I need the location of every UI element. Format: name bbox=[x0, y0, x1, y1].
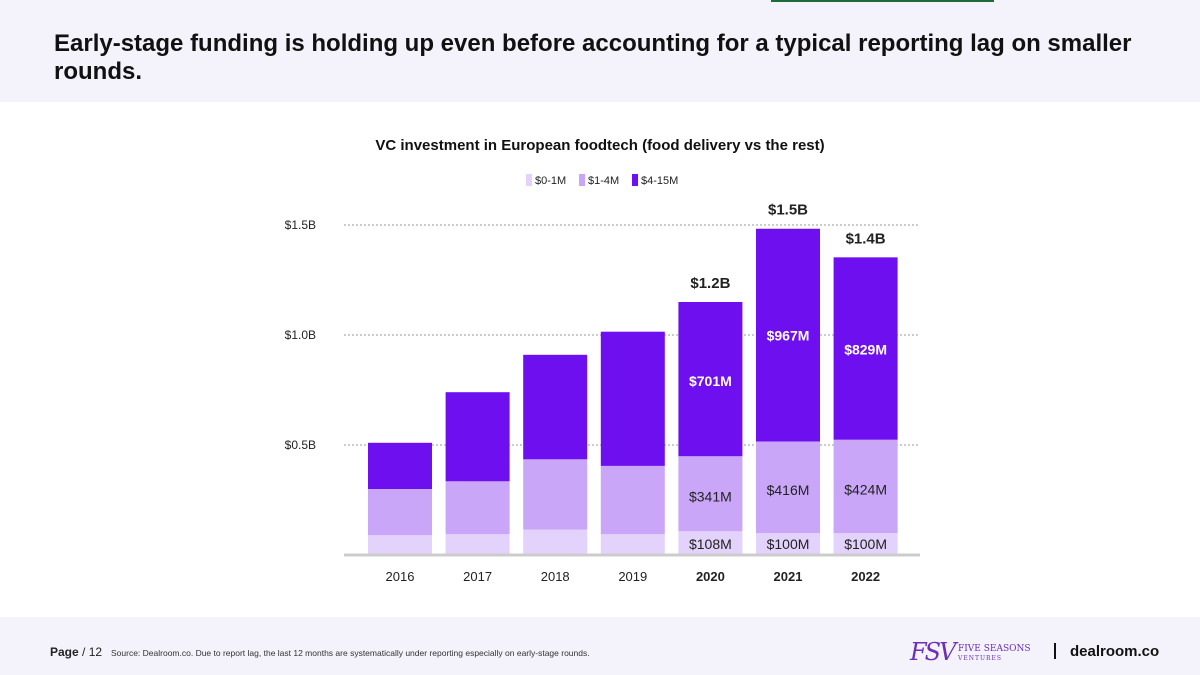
fsv-logo-mark: FSV bbox=[910, 638, 956, 666]
bar-segment bbox=[756, 228, 820, 442]
chart-title: VC investment in European foodtech (food… bbox=[375, 137, 824, 154]
legend-swatch bbox=[526, 174, 532, 186]
bar-segment bbox=[833, 439, 898, 533]
legend-label: $1-4M bbox=[588, 175, 619, 187]
logo-divider bbox=[1054, 643, 1056, 659]
data-label: $416M bbox=[767, 482, 810, 498]
data-label: $829M bbox=[844, 341, 887, 357]
header-accent-line bbox=[771, 0, 994, 2]
bar-segment bbox=[523, 529, 588, 555]
bar-segment bbox=[445, 392, 510, 482]
slide-headline: Early-stage funding is holding up even b… bbox=[54, 30, 1132, 85]
page-label: Page bbox=[50, 645, 79, 659]
x-tick-label: 2017 bbox=[463, 569, 492, 584]
page-number: Page / 12 bbox=[50, 645, 102, 659]
data-label: $424M bbox=[844, 481, 887, 497]
bar-segment bbox=[368, 442, 432, 489]
bar-segment bbox=[833, 257, 898, 440]
bar-segment bbox=[445, 481, 510, 535]
bar-segment bbox=[678, 456, 743, 532]
legend-label: $0-1M bbox=[535, 175, 566, 187]
fsv-logo-sub: VENTURES bbox=[958, 655, 1003, 662]
bar-segment bbox=[756, 533, 820, 555]
x-tick-label: 2018 bbox=[541, 569, 570, 584]
bar-segment bbox=[523, 354, 588, 460]
x-tick-label: 2016 bbox=[386, 569, 415, 584]
bar-segment bbox=[833, 533, 898, 555]
x-tick-label: 2022 bbox=[851, 569, 880, 584]
bar-total-label: $1.4B bbox=[846, 230, 886, 247]
data-label: $967M bbox=[767, 328, 810, 344]
bar-segment bbox=[678, 531, 743, 555]
bar-segment bbox=[678, 302, 743, 457]
bar-total-label: $1.5B bbox=[768, 202, 808, 219]
header-band bbox=[0, 0, 1200, 102]
legend-swatch bbox=[632, 174, 638, 186]
y-tick-label: $1.5B bbox=[285, 218, 316, 232]
bar-total-label: $1.2B bbox=[690, 275, 730, 292]
fsv-logo-name: FIVE SEASONS bbox=[958, 644, 1031, 654]
y-tick-label: $0.5B bbox=[285, 438, 316, 452]
stacked-bar-chart: VC investment in European foodtech (food… bbox=[285, 137, 920, 584]
data-label: $108M bbox=[689, 536, 732, 552]
bar-segment bbox=[756, 441, 820, 533]
source-note: Source: Dealroom.co. Due to report lag, … bbox=[111, 648, 590, 658]
page-count: / 12 bbox=[82, 645, 103, 659]
footer-band bbox=[0, 617, 1200, 675]
x-tick-label: 2019 bbox=[618, 569, 647, 584]
legend-swatch bbox=[579, 174, 585, 186]
y-axis: $0.5B $1.0B $1.5B bbox=[285, 218, 316, 452]
bar-series: $108M $341M $701M $1.2B $100M $416M $967M $1.5B… bbox=[368, 202, 898, 555]
data-label: $100M bbox=[844, 536, 887, 552]
dealroom-logo: dealroom.co bbox=[1070, 643, 1160, 660]
bar-segment bbox=[368, 489, 432, 536]
data-label: $100M bbox=[767, 536, 810, 552]
bar-segment bbox=[600, 534, 665, 555]
x-tick-label: 2020 bbox=[696, 569, 725, 584]
x-axis: 2016 2017 2018 2019 2020 2021 2022 bbox=[344, 553, 920, 584]
bar-segment bbox=[368, 535, 432, 555]
legend-label: $4-15M bbox=[641, 175, 678, 187]
y-tick-label: $1.0B bbox=[285, 328, 316, 342]
bar-segment bbox=[600, 465, 665, 535]
data-label: $701M bbox=[689, 373, 732, 389]
data-label: $341M bbox=[689, 489, 732, 505]
x-tick-label: 2021 bbox=[774, 569, 803, 584]
bar-segment bbox=[445, 534, 510, 555]
chart-legend: $0-1M $1-4M $4-15M bbox=[526, 174, 678, 187]
bar-segment bbox=[600, 331, 665, 466]
bar-segment bbox=[523, 459, 588, 530]
